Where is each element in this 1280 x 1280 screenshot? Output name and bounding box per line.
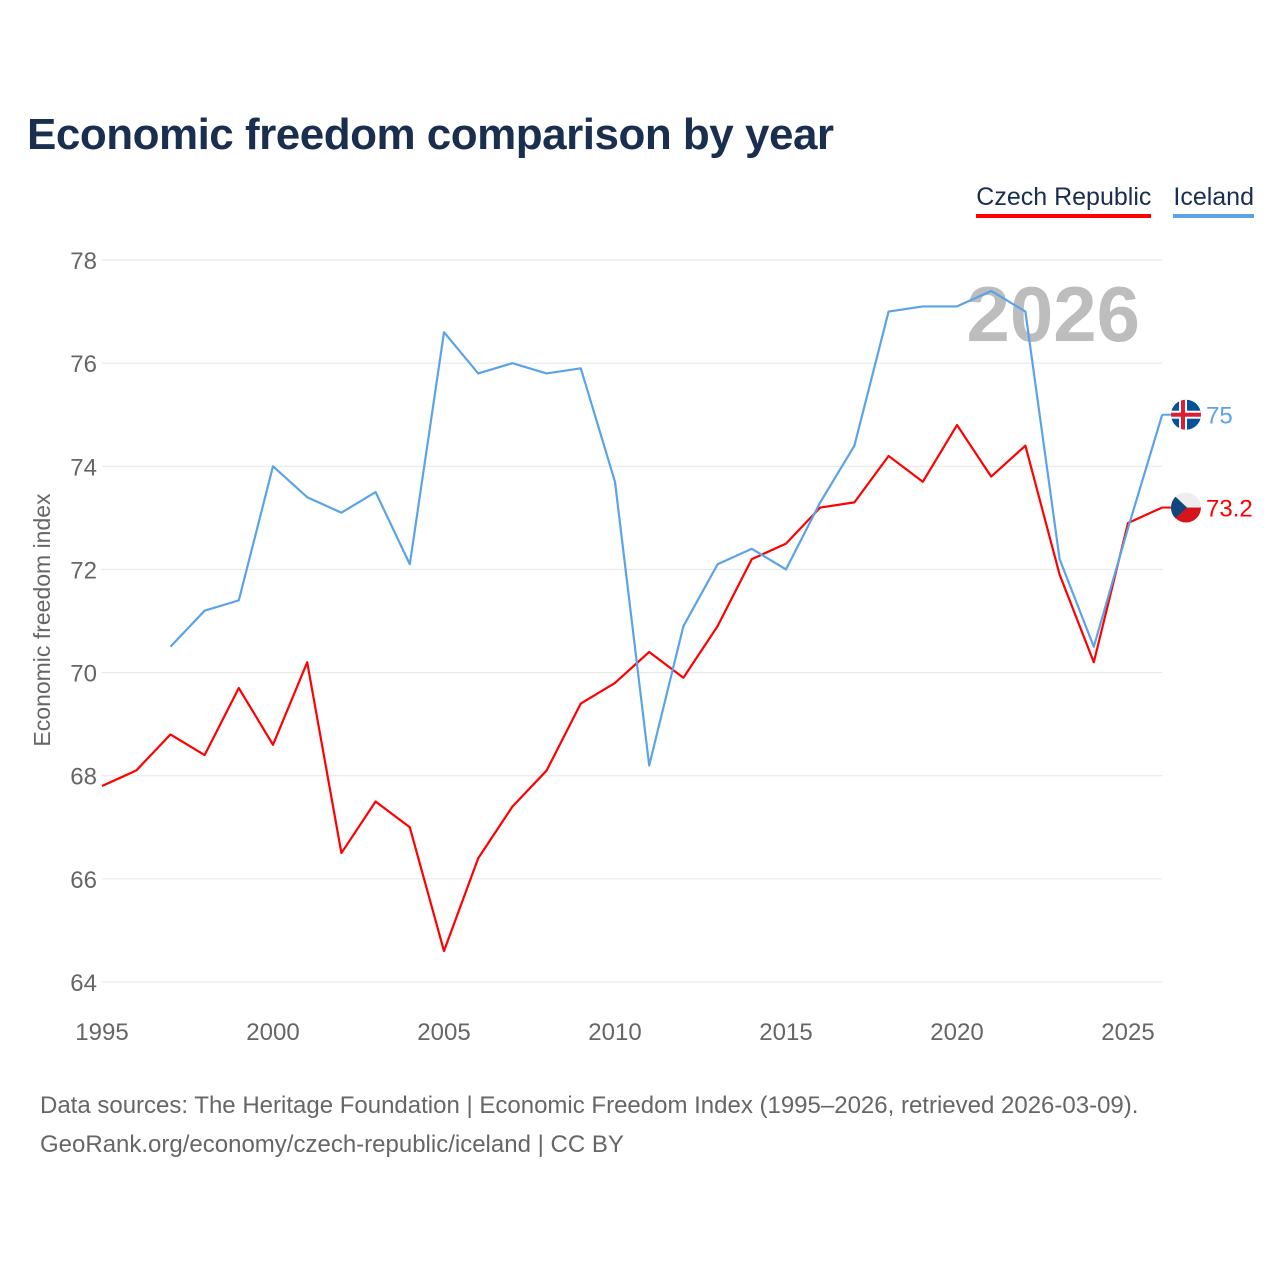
- y-tick-label: 68: [70, 764, 97, 791]
- end-value-label: 75: [1206, 403, 1233, 430]
- chart-title: Economic freedom comparison by year: [27, 110, 834, 159]
- legend: Czech Republic Iceland: [976, 183, 1254, 218]
- legend-item-czech-republic[interactable]: Czech Republic: [976, 183, 1152, 218]
- y-tick-label: 66: [70, 867, 97, 894]
- series-line-czech-republic: [101, 423, 1163, 953]
- end-value-label: 73.2: [1206, 496, 1253, 523]
- y-tick-label: 76: [70, 351, 97, 378]
- y-tick-label: 74: [70, 454, 97, 481]
- czech-flag-icon: [1171, 492, 1201, 523]
- x-tick-label: 2025: [1101, 1019, 1154, 1046]
- y-axis-label: Economic freedom index: [29, 493, 55, 747]
- year-watermark: 2026: [966, 270, 1140, 358]
- x-tick-label: 1995: [75, 1019, 128, 1046]
- iceland-flag-icon: [1171, 399, 1201, 430]
- y-tick-label: 64: [70, 970, 97, 997]
- y-tick-label: 70: [70, 661, 97, 688]
- series-line-iceland: [169, 289, 1164, 767]
- x-tick-label: 2020: [930, 1019, 983, 1046]
- x-tick-label: 2005: [417, 1019, 470, 1046]
- x-tick-label: 2000: [246, 1019, 299, 1046]
- footer-link[interactable]: GeoRank.org/economy/czech-republic/icela…: [40, 1131, 624, 1158]
- y-tick-label: 78: [70, 248, 97, 275]
- x-tick-label: 2010: [588, 1019, 641, 1046]
- legend-item-iceland[interactable]: Iceland: [1173, 183, 1254, 218]
- footer-sources: Data sources: The Heritage Foundation | …: [40, 1092, 1139, 1119]
- y-tick-label: 72: [70, 557, 97, 584]
- footer: Data sources: The Heritage Foundation | …: [40, 1086, 1138, 1164]
- x-tick-label: 2015: [759, 1019, 812, 1046]
